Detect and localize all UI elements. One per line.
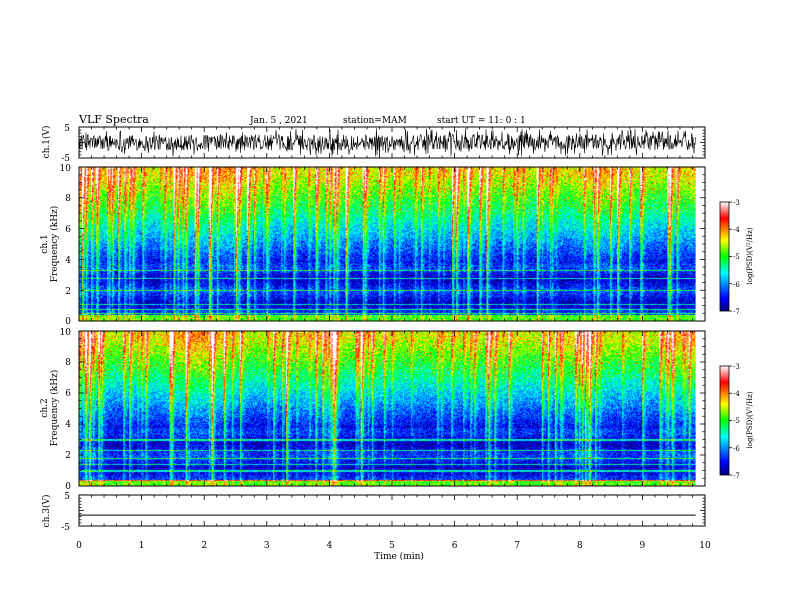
ch2-ytick-6: 6 [65,389,71,399]
x-tick-label: 8 [577,541,583,551]
ch2-colorbar-label: log(PSD)(V²/Hz) [746,391,754,448]
ch1-spectrogram-image [79,167,696,321]
x-tick-label: 4 [327,541,333,551]
ch2-ytick-0: 0 [65,482,71,492]
ch1-ytick-4: 4 [65,256,71,266]
ch2-colorbar-tick-m6: -6 [733,445,740,453]
ch2-ytick-4: 4 [65,420,71,430]
ch1-colorbar-tick-m6: -6 [733,281,740,289]
ch1-colorbar-tick-m3: -3 [733,199,740,207]
x-tick-label: 2 [201,541,207,551]
ch1-colorbar-tick-m4: -4 [733,226,740,234]
ch2-colorbar-ticks [729,365,732,476]
ch1-ytick-8: 8 [65,194,71,204]
x-axis-ticks [78,127,706,526]
x-tick-label: 3 [264,541,270,551]
ch2-colorbar-tick-m7: -7 [733,472,740,480]
x-tick-label: 9 [640,541,646,551]
ch1-colorbar-label: log(PSD)(V²/Hz) [746,227,754,284]
ch1-spectrogram-ylabel-channel: ch.1 [40,234,50,253]
ch2-spectrogram-yticks [79,330,705,487]
x-tick-label: 10 [699,541,711,551]
figure-title: VLF Spectra [78,113,149,126]
ch2-spectrogram-ylabel-channel: ch.2 [40,398,50,417]
ch2-ytick-8: 8 [65,358,71,368]
ch3-waveform-panel: 5 -5 ch.3(V) [41,492,706,533]
ch1-waveform-ytick-bottom: -5 [61,154,70,164]
ch1-colorbar: -3 -4 -5 -6 -7 log(PSD)(V²/Hz) [719,199,754,316]
ch1-spectrogram-panel: 0 2 4 6 8 10 ch.1 Frequency (kHz) [40,164,706,327]
x-tick-label: 6 [452,541,458,551]
ch1-colorbar-tick-m7: -7 [733,308,740,316]
ch1-waveform-panel: 5 -5 ch.1(V) [41,124,706,164]
ch2-ytick-2: 2 [65,451,71,461]
x-tick-label: 0 [76,541,82,551]
ch2-colorbar-tick-m4: -4 [733,390,740,398]
x-axis-label: Time (min) [374,551,424,562]
ch2-colorbar-tick-m3: -3 [733,363,740,371]
ch3-waveform-ytick-top: 5 [64,492,70,502]
ch1-waveform-line [78,128,696,157]
ch1-waveform-trace [78,128,696,157]
ch2-spectrogram-ylabel-frequency: Frequency (kHz) [49,370,60,447]
ch2-colorbar: -3 -4 -5 -6 -7 log(PSD)(V²/Hz) [719,363,754,480]
ch1-waveform-ticks [79,126,705,159]
header-date: Jan. 5 , 2021 [249,116,308,126]
ch1-colorbar-gradient [719,201,730,312]
ch2-ytick-10: 10 [60,328,72,338]
header-station: station=MAM [343,116,407,126]
ch1-ytick-10: 10 [60,164,72,174]
header-start-time: start UT = 11: 0 : 1 [437,116,526,126]
ch1-ytick-6: 6 [65,225,71,235]
x-tick-label: 1 [139,541,145,551]
ch2-colorbar-gradient [719,365,730,476]
ch3-waveform-ytick-bottom: -5 [61,523,70,533]
x-axis-tick-labels: 0 1 2 3 4 5 6 7 8 9 10 [76,541,711,551]
ch3-waveform-ylabel: ch.3(V) [41,495,52,528]
ch1-ytick-2: 2 [65,287,71,297]
ch2-spectrogram-panel: 0 2 4 6 8 10 ch.2 Frequency (kHz) [40,328,706,492]
ch1-colorbar-tick-m5: -5 [733,253,740,261]
ch2-spectrogram-image [79,331,696,486]
x-tick-label: 5 [389,541,395,551]
ch1-spectrogram-yticks [79,166,705,322]
ch2-colorbar-tick-m5: -5 [733,417,740,425]
ch1-waveform-ytick-top: 5 [64,124,70,134]
ch3-waveform-ticks [79,494,705,527]
ch1-spectrogram-ylabel-frequency: Frequency (kHz) [49,206,60,283]
x-tick-label: 7 [514,541,520,551]
ch1-ytick-0: 0 [65,317,71,327]
ch1-colorbar-ticks [729,201,732,312]
ch1-waveform-ylabel: ch.1(V) [41,126,52,159]
